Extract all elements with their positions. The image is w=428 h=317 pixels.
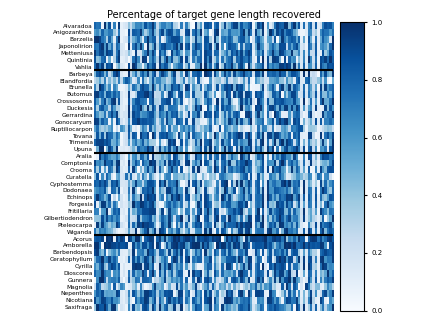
Title: Percentage of target gene length recovered: Percentage of target gene length recover…: [107, 10, 321, 20]
Text: 3: 3: [342, 189, 348, 199]
Text: 1: 1: [342, 41, 348, 51]
Text: 2: 2: [342, 107, 348, 116]
Text: 4: 4: [342, 268, 348, 278]
